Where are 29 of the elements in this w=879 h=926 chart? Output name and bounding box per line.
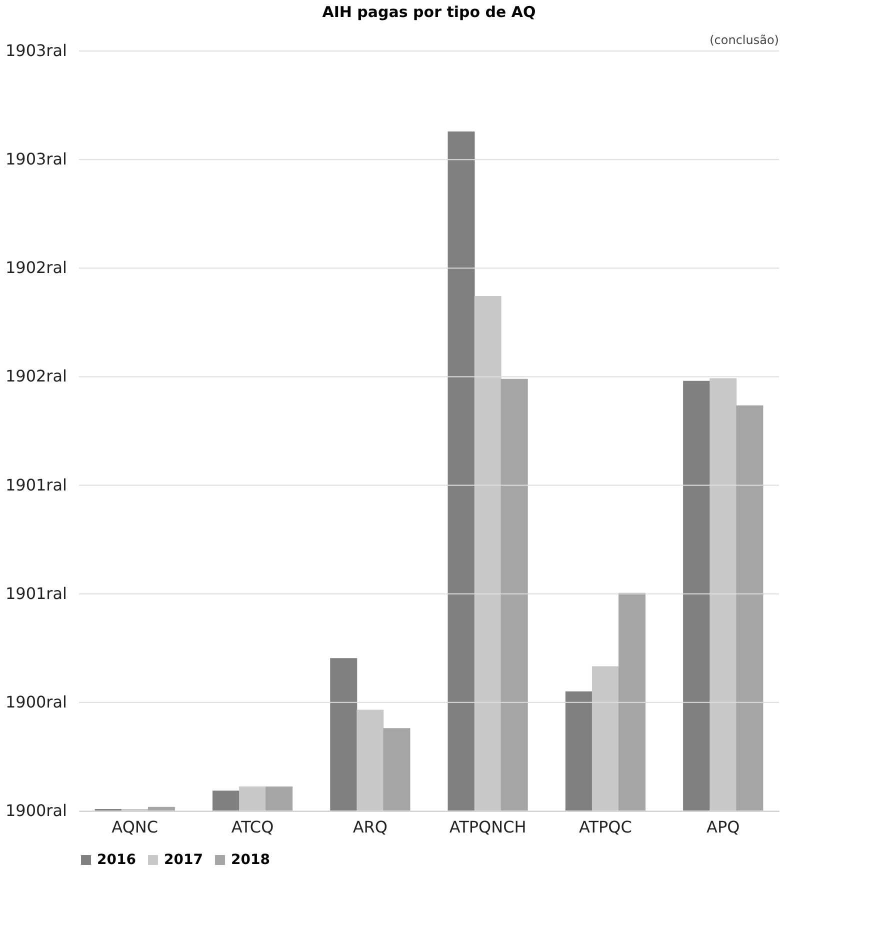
- legend-label: 2016: [97, 852, 136, 868]
- text: 1903ral: [5, 150, 67, 169]
- legend-label: 2017: [164, 852, 203, 868]
- text: 1900ral: [5, 692, 67, 712]
- text: 1900ral: [5, 801, 67, 820]
- bar: [212, 790, 240, 811]
- chart-title: AIH pagas por tipo de AQ: [322, 3, 536, 21]
- bar: [565, 691, 592, 811]
- x-tick-label: ARQ: [352, 818, 388, 836]
- x-tick-label: ATPQC: [579, 818, 632, 836]
- x-tick-label: ATPQNCH: [449, 818, 526, 836]
- x-tick-label: AQNC: [112, 818, 158, 836]
- legend-label: 2018: [231, 852, 270, 868]
- text: 1901ral: [5, 584, 67, 603]
- text: 1903ral: [5, 41, 67, 60]
- text: 1902ral: [5, 258, 67, 278]
- x-tick-label: ATCQ: [231, 818, 274, 836]
- bar: [683, 380, 710, 811]
- bar: [330, 658, 358, 811]
- bar: [618, 592, 646, 811]
- text: 1901ral: [5, 475, 67, 494]
- x-tick-label: APQ: [706, 818, 740, 836]
- bar: [383, 728, 410, 811]
- text: 1902ral: [5, 366, 67, 386]
- bar: [736, 405, 764, 811]
- bar: [500, 378, 528, 811]
- bar: [448, 132, 475, 811]
- bar: [266, 786, 293, 811]
- text: (conclusão): [710, 33, 779, 47]
